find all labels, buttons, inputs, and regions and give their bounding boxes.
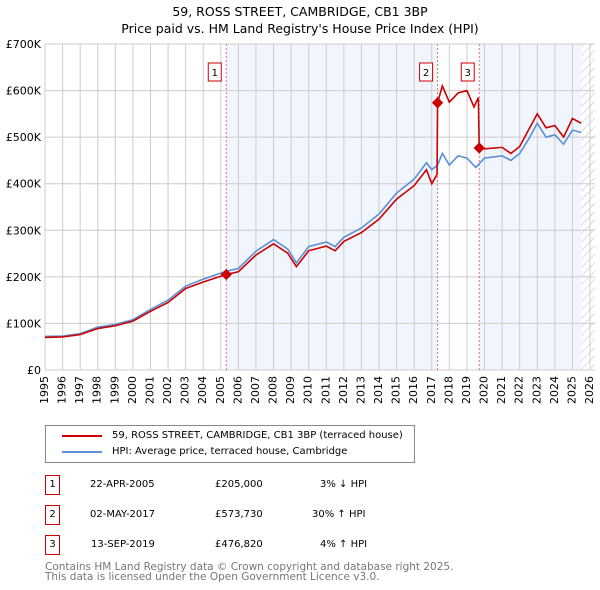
y-tick-label: £100K — [6, 317, 42, 330]
x-tick-label: 2012 — [337, 376, 350, 404]
x-tick-label: 2006 — [231, 376, 244, 404]
sale-date: 13-SEP-2019 — [91, 539, 155, 550]
y-tick-label: £400K — [6, 178, 42, 191]
x-tick-label: 1995 — [38, 376, 51, 404]
x-tick-label: 2001 — [143, 376, 156, 404]
y-tick-label: £500K — [6, 131, 42, 144]
legend-swatch-hpi — [62, 450, 102, 453]
shaded-period — [226, 44, 438, 370]
x-tick-label: 2022 — [513, 376, 526, 404]
footer: Contains HM Land Registry data © Crown c… — [45, 561, 454, 583]
x-tick-label: 1996 — [56, 376, 69, 404]
x-tick-label: 2020 — [478, 376, 491, 404]
sale-point — [220, 268, 232, 281]
x-tick-label: 2004 — [196, 376, 209, 404]
sale-date: 22-APR-2005 — [90, 479, 155, 490]
x-tick-label: 2000 — [126, 376, 139, 404]
x-tick-label: 2003 — [179, 376, 192, 404]
sale-hpi-diff: 4% ↑ HPI — [320, 539, 368, 550]
sale-label: 1 — [212, 68, 218, 79]
x-tick-label: 2015 — [390, 376, 403, 404]
x-tick-label: 2018 — [442, 376, 455, 404]
x-tick-label: 2011 — [319, 376, 332, 404]
sale-price: £205,000 — [215, 479, 263, 490]
sale-row-3: 3 13-SEP-2019 £476,820 4% ↑ HPI — [45, 535, 445, 555]
x-tick-label: 2007 — [249, 376, 262, 404]
x-tick-label: 2023 — [530, 376, 543, 404]
sale-point — [473, 142, 485, 154]
legend-label-property: 59, ROSS STREET, CAMBRIDGE, CB1 3BP (ter… — [112, 430, 403, 441]
legend: 59, ROSS STREET, CAMBRIDGE, CB1 3BP (ter… — [45, 425, 415, 463]
x-tick-label: 2014 — [372, 376, 385, 404]
x-tick-label: 2008 — [267, 376, 280, 404]
x-tick-label: 2026 — [583, 376, 596, 404]
x-tick-label: 1999 — [108, 376, 121, 404]
y-tick-label: £0 — [27, 364, 41, 377]
footer-copyright: Contains HM Land Registry data © Crown c… — [45, 561, 454, 573]
hpi-line — [44, 121, 582, 338]
x-tick-label: 2002 — [161, 376, 174, 404]
sale-hpi-diff: 30% ↑ HPI — [312, 509, 366, 520]
sale-price: £476,820 — [215, 539, 263, 550]
x-tick-label: 2005 — [214, 376, 227, 404]
footer-licence: This data is licensed under the Open Gov… — [45, 571, 380, 583]
x-tick-label: 2024 — [548, 376, 561, 404]
sale-marker-badge: 3 — [45, 535, 60, 555]
sale-label-box — [207, 62, 222, 82]
x-tick-label: 2016 — [407, 376, 420, 404]
x-tick-label: 2013 — [354, 376, 367, 404]
legend-label-hpi: HPI: Average price, terraced house, Camb… — [112, 446, 348, 457]
forecast-hatch — [581, 44, 595, 370]
x-tick-label: 2009 — [284, 376, 297, 404]
legend-swatch-property — [62, 434, 102, 437]
x-tick-label: 2010 — [302, 376, 315, 404]
sale-label: 2 — [423, 68, 429, 79]
x-tick-label: 1997 — [73, 376, 86, 404]
x-tick-label: 2017 — [425, 376, 438, 404]
y-tick-label: £600K — [6, 85, 42, 98]
property-price-line — [44, 83, 582, 339]
sale-marker-badge: 2 — [45, 505, 60, 525]
sale-marker-badge: 1 — [45, 475, 60, 495]
chart-subtitle: Price paid vs. HM Land Registry's House … — [121, 21, 479, 36]
x-tick-label: 2021 — [495, 376, 508, 404]
sale-date: 02-MAY-2017 — [90, 509, 156, 520]
price-chart: 1995 1996 1997 1998 1999 2000 2001 2002 2003 2004… — [6, 38, 596, 404]
chart-title: 59, ROSS STREET, CAMBRIDGE, CB1 3BP — [172, 4, 428, 19]
x-tick-label: 2019 — [460, 376, 473, 404]
sale-row-1: 1 22-APR-2005 £205,000 3% ↓ HPI — [45, 475, 445, 495]
x-tick-label: 2025 — [565, 376, 578, 404]
shaded-period — [479, 44, 582, 370]
sale-hpi-diff: 3% ↓ HPI — [320, 479, 368, 490]
y-tick-label: £700K — [6, 38, 42, 51]
sale-price: £573,730 — [215, 509, 263, 520]
y-tick-label: £300K — [6, 224, 42, 237]
x-tick-label: 1998 — [91, 376, 104, 404]
sale-label-box — [460, 62, 475, 82]
y-tick-label: £200K — [6, 271, 42, 284]
sale-row-2: 2 02-MAY-2017 £573,730 30% ↑ HPI — [45, 505, 445, 525]
sale-label: 3 — [465, 68, 471, 79]
sale-label-box — [419, 62, 434, 82]
